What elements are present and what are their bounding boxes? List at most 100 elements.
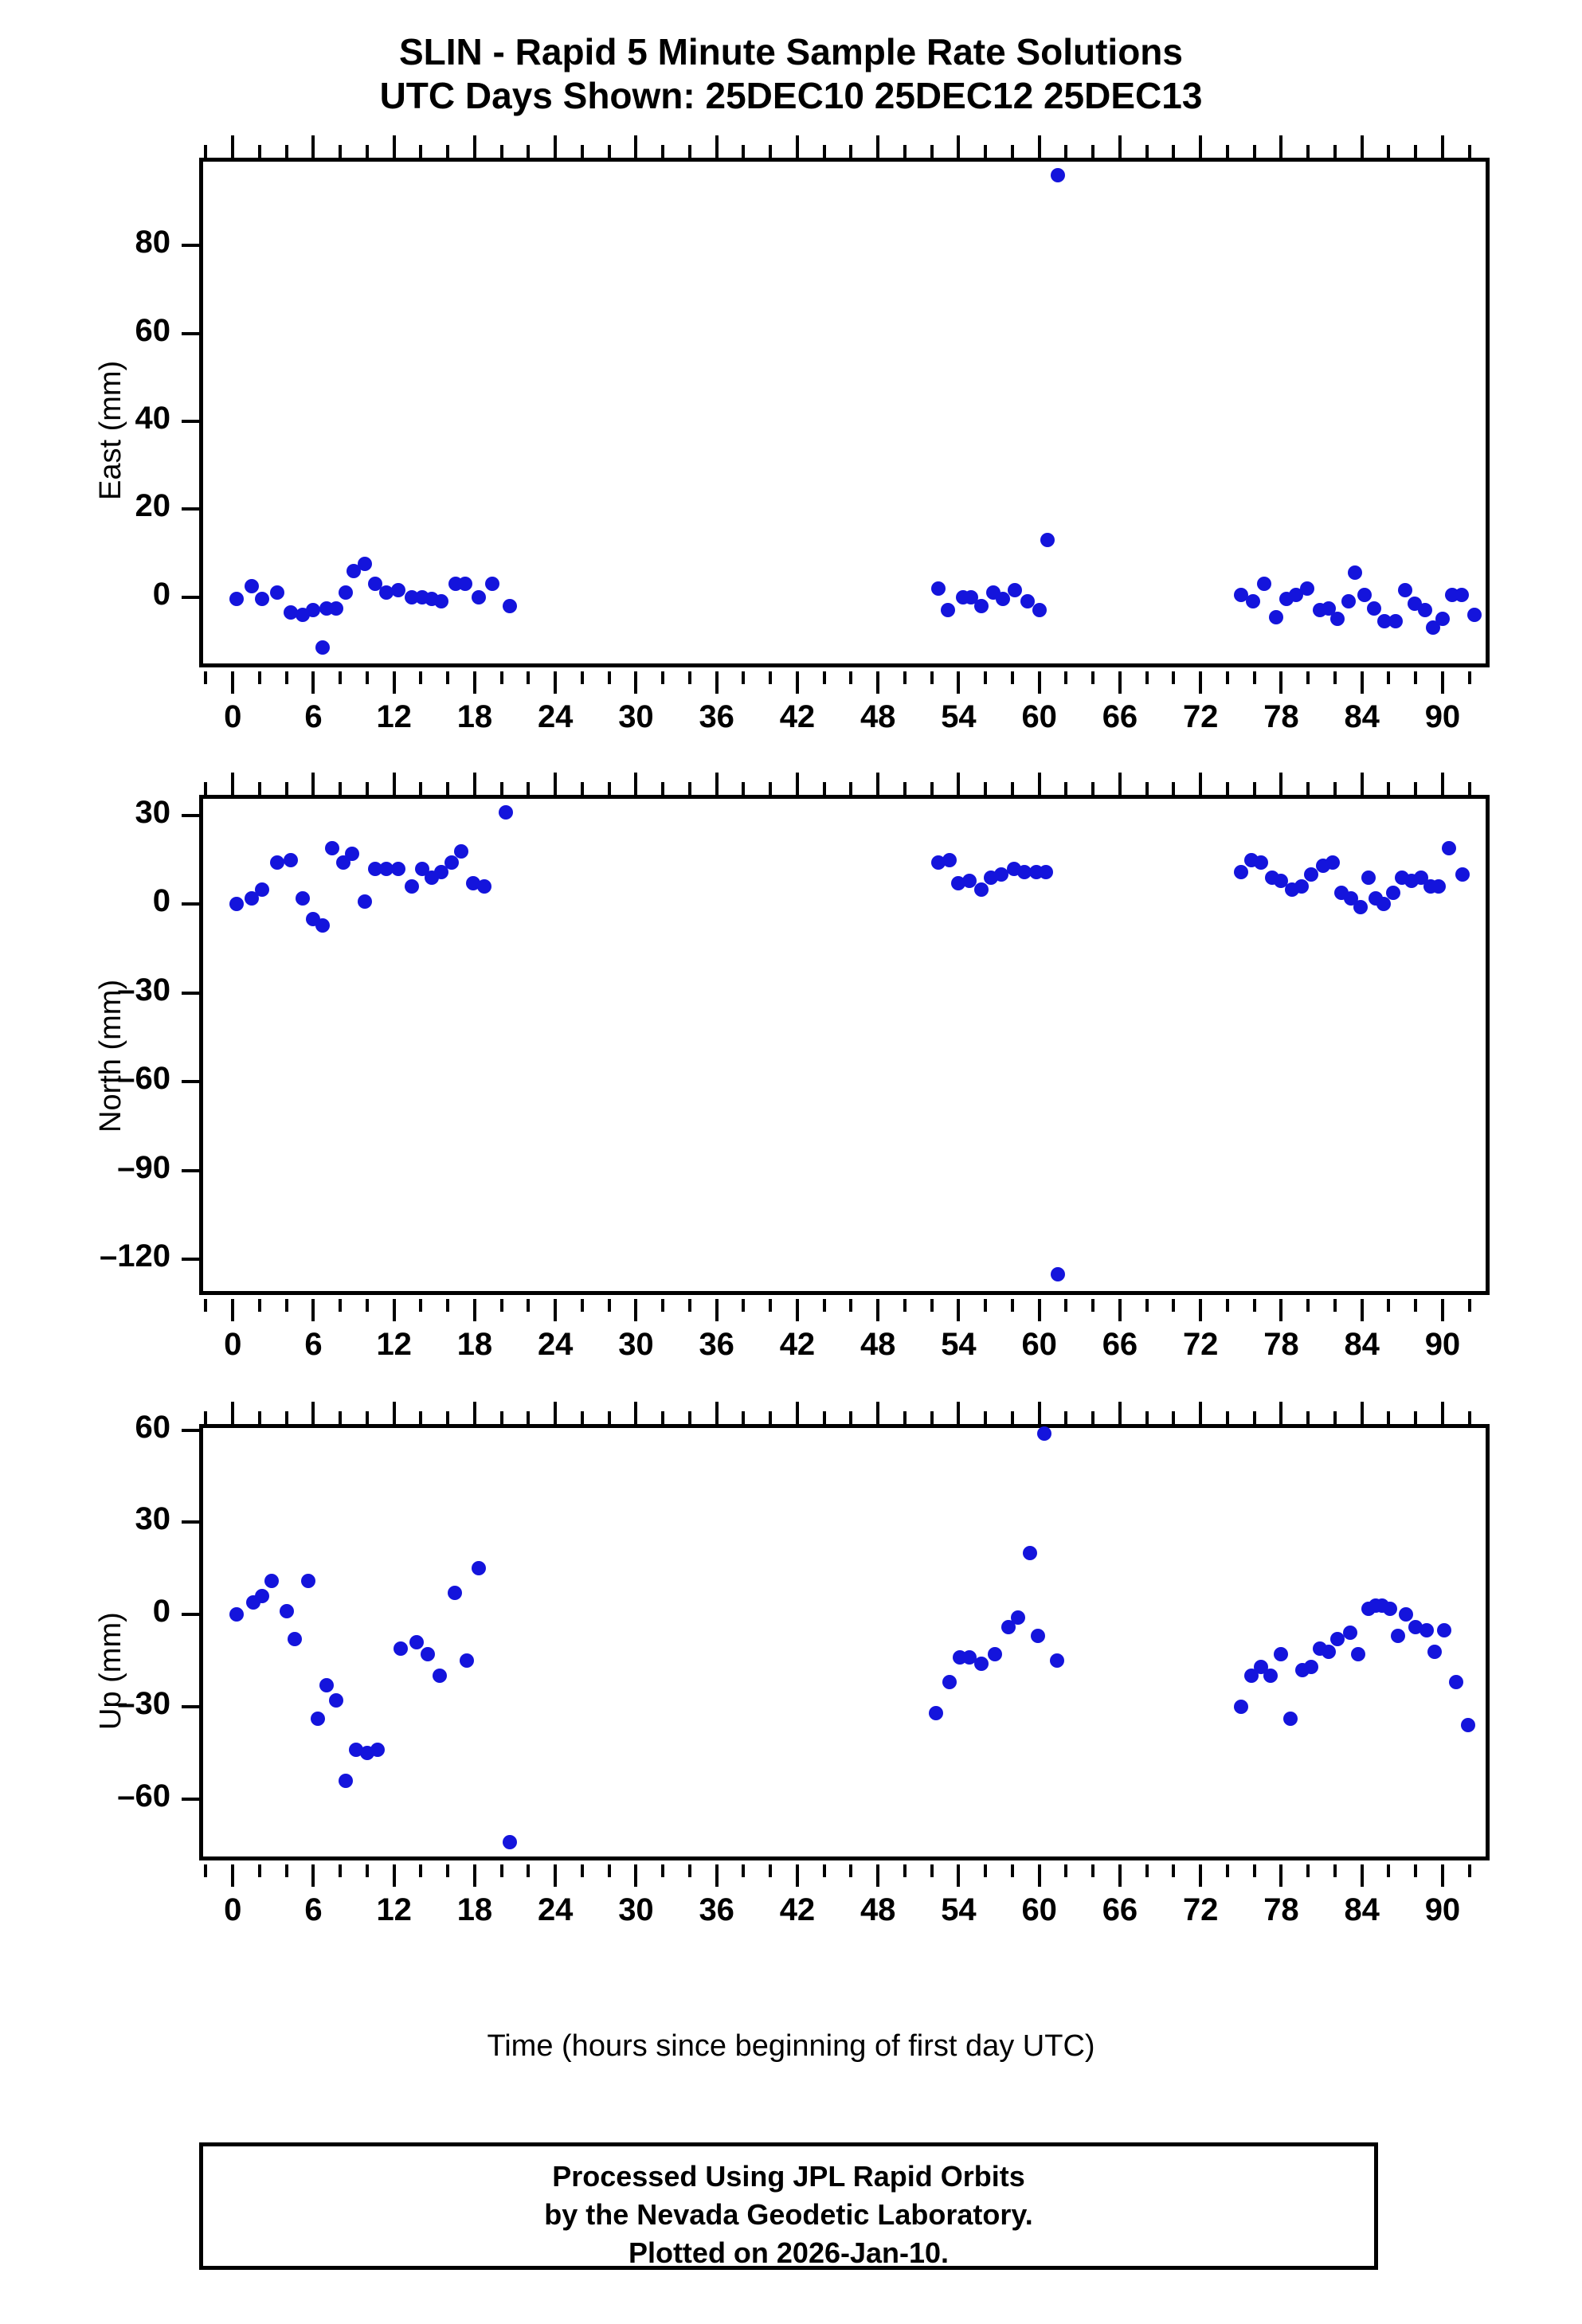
north-panel-x-tick-minor-top	[687, 782, 691, 795]
up-panel-x-tick-label: 12	[376, 1892, 412, 1927]
east-panel-x-tick-minor-top	[1333, 145, 1337, 158]
footer-line-2: by the Nevada Geodetic Laboratory.	[544, 2198, 1033, 2231]
data-point	[357, 557, 372, 572]
north-panel-x-tick-label: 72	[1182, 1327, 1219, 1362]
data-point	[283, 605, 298, 620]
up-panel-x-tick-major-top	[554, 1402, 558, 1424]
up-panel-x-tick-major	[1279, 1864, 1283, 1887]
north-panel-x-tick-major-top	[231, 773, 235, 795]
east-panel-x-tick-major	[1037, 671, 1041, 694]
data-point	[1051, 1266, 1066, 1281]
data-point	[1246, 594, 1260, 609]
east-panel-y-tick	[182, 331, 199, 335]
north-panel-x-tick-minor	[499, 1299, 503, 1312]
data-point	[390, 583, 405, 598]
north-panel-x-tick-major-top	[392, 773, 396, 795]
east-panel-x-tick-major	[1199, 671, 1203, 694]
east-panel-x-tick-minor-top	[1064, 145, 1068, 158]
up-panel-x-tick-label: 18	[456, 1892, 493, 1927]
data-point	[1039, 864, 1054, 879]
north-panel-x-tick-major-top	[957, 773, 961, 795]
data-point	[368, 577, 383, 592]
east-panel-x-tick-minor-top	[580, 145, 584, 158]
data-point	[459, 1653, 474, 1669]
data-point	[1388, 614, 1403, 629]
up-panel-x-tick-minor-top	[1387, 1411, 1391, 1424]
data-point	[472, 589, 486, 604]
east-panel-x-tick-label: 78	[1263, 699, 1299, 734]
east-panel-x-tick-label: 90	[1424, 699, 1461, 734]
north-panel-x-tick-minor-top	[1172, 782, 1176, 795]
north-panel-x-tick-major-top	[472, 773, 476, 795]
east-panel-x-tick-minor-top	[930, 145, 934, 158]
up-panel-x-tick-major-top	[1360, 1402, 1364, 1424]
data-point	[269, 855, 284, 871]
east-panel-plot-frame	[199, 158, 1490, 667]
east-panel-x-tick-minor	[903, 671, 907, 684]
north-panel-x-tick-major-top	[795, 773, 799, 795]
up-panel-x-tick-label: 24	[537, 1892, 574, 1927]
up-panel-x-tick-minor	[930, 1864, 934, 1877]
east-panel-x-tick-label: 42	[779, 699, 816, 734]
data-point	[974, 1657, 989, 1671]
up-panel-x-tick-minor	[1091, 1864, 1095, 1877]
north-panel-x-tick-label: 6	[304, 1327, 323, 1362]
data-point	[1353, 900, 1368, 915]
east-panel-x-tick-major	[876, 671, 880, 694]
north-panel-x-tick-minor-top	[580, 782, 584, 795]
east-panel-x-tick-minor-top	[661, 145, 665, 158]
north-panel-y-tick-label: –90	[117, 1149, 170, 1185]
north-panel-x-tick-major-top	[1360, 773, 1364, 795]
data-point	[931, 581, 946, 596]
east-panel-x-tick-major-top	[634, 135, 638, 158]
data-point	[433, 594, 448, 609]
data-point	[1049, 1653, 1064, 1669]
up-panel-x-tick-label: 0	[224, 1892, 242, 1927]
north-panel-x-tick-major-top	[1440, 773, 1444, 795]
east-panel-x-tick-minor	[1333, 671, 1337, 684]
data-point	[1361, 871, 1376, 886]
up-panel-x-tick-minor-top	[687, 1411, 691, 1424]
east-panel-y-tick-label: 0	[152, 576, 170, 612]
east-panel-x-tick-minor-top	[527, 145, 531, 158]
north-panel-x-tick-minor-top	[419, 782, 423, 795]
east-panel-x-tick-major-top	[1199, 135, 1203, 158]
up-panel-x-tick-minor-top	[1306, 1411, 1310, 1424]
data-point	[961, 873, 977, 888]
up-panel-x-tick-minor-top	[1414, 1411, 1418, 1424]
up-panel-points-layer	[202, 1426, 1487, 1858]
data-point	[306, 603, 321, 618]
north-panel-x-tick-minor	[527, 1299, 531, 1312]
data-point	[1000, 1619, 1016, 1634]
north-panel-x-tick-major	[231, 1299, 235, 1321]
east-panel-x-tick-minor-top	[446, 145, 450, 158]
data-point	[1244, 1669, 1259, 1684]
up-panel-x-tick-minor	[742, 1864, 746, 1877]
up-panel-x-tick-minor-top	[1010, 1411, 1014, 1424]
data-point	[454, 843, 469, 859]
data-point	[244, 578, 259, 593]
up-panel-y-tick	[182, 1705, 199, 1709]
east-panel-x-tick-minor-top	[607, 145, 611, 158]
north-panel-x-tick-minor	[284, 1299, 288, 1312]
data-point	[928, 1705, 943, 1720]
up-panel-x-tick-label: 6	[304, 1892, 323, 1927]
north-panel-x-tick-label: 24	[537, 1327, 574, 1362]
east-panel-x-tick-minor-top	[1467, 145, 1471, 158]
data-point	[1436, 1622, 1451, 1637]
east-panel-x-tick-minor-top	[499, 145, 503, 158]
data-point	[338, 585, 353, 601]
data-point	[229, 897, 245, 912]
north-panel-x-tick-label: 78	[1263, 1327, 1299, 1362]
north-panel-x-tick-minor	[769, 1299, 773, 1312]
up-panel-x-tick-minor	[687, 1864, 691, 1877]
east-panel-x-tick-minor-top	[849, 145, 853, 158]
east-panel-x-tick-minor-top	[1145, 145, 1149, 158]
up-panel-x-tick-major-top	[231, 1402, 235, 1424]
up-panel-x-tick-label: 42	[779, 1892, 816, 1927]
up-panel-x-tick-minor	[1225, 1864, 1229, 1877]
north-panel-x-tick-minor-top	[661, 782, 665, 795]
north-panel-x-tick-label: 54	[941, 1327, 977, 1362]
north-panel-x-tick-label: 66	[1102, 1327, 1138, 1362]
up-panel-y-tick	[182, 1613, 199, 1617]
